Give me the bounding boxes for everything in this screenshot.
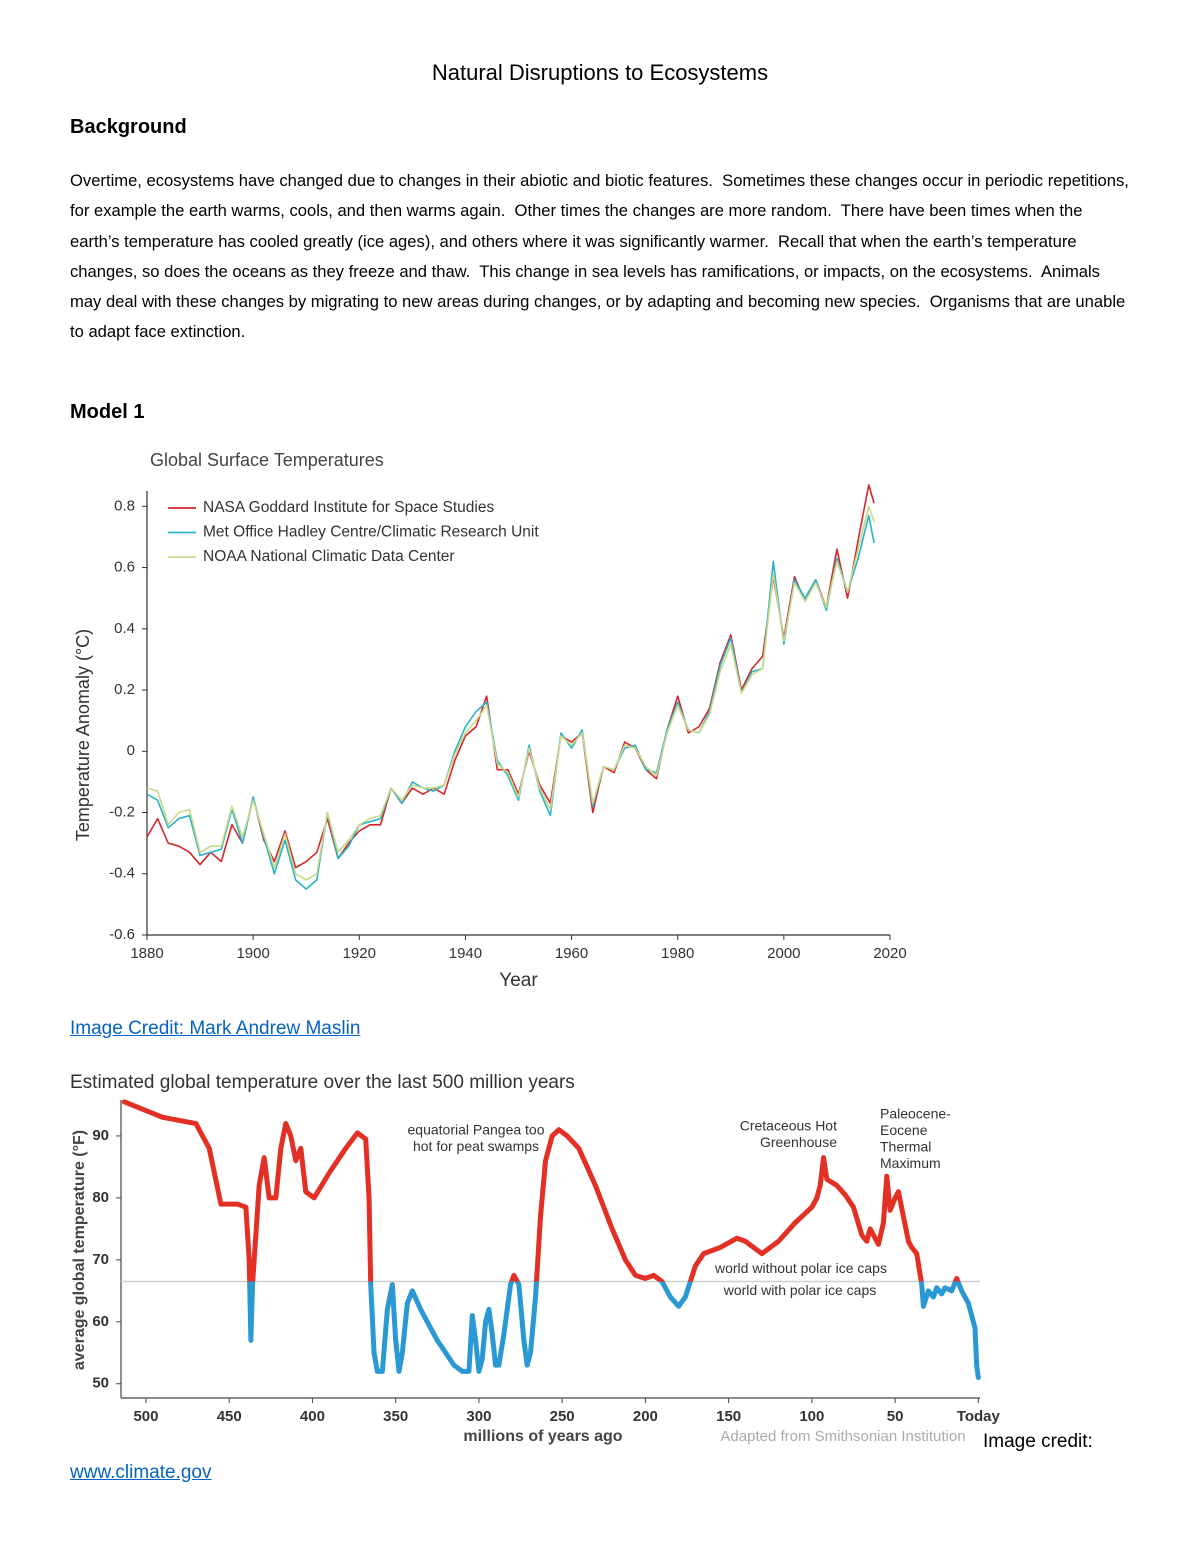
x-tick-label: 1880: [130, 945, 163, 962]
annotation: Cretaceous Hot: [740, 1118, 837, 1134]
legend-label: NASA Goddard Institute for Space Studies: [203, 499, 494, 516]
data-line: [146, 514, 875, 890]
paragraph: Overtime, ecosystems have changed due to…: [70, 171, 1134, 342]
annotation: Greenhouse: [760, 1134, 837, 1150]
x-tick-label: 400: [300, 1408, 325, 1425]
y-tick-label: 0: [127, 742, 135, 759]
section-heading: Background: [70, 116, 187, 138]
annotation: Maximum: [880, 1155, 941, 1171]
annotation: equatorial Pangea too: [408, 1122, 545, 1138]
y-tick-label: -0.2: [109, 803, 135, 820]
x-tick-label: 1940: [449, 945, 482, 962]
x-tick-label: 1980: [661, 945, 694, 962]
y-axis-label: average global temperature (°F): [71, 1130, 88, 1370]
x-tick-label: 200: [633, 1408, 658, 1425]
annotation: Paleocene-: [880, 1106, 951, 1122]
y-tick-label: -0.6: [109, 926, 135, 943]
chart-title: Global Surface Temperatures: [150, 450, 384, 470]
x-tick-label: 150: [716, 1408, 741, 1425]
x-tick-label: 1900: [236, 945, 269, 962]
y-tick-label: 0.2: [114, 681, 135, 698]
x-tick-label: 300: [466, 1408, 491, 1425]
document-title: Natural Disruptions to Ecosystems: [431, 60, 769, 85]
source-note: Adapted from Smithsonian Institution: [720, 1428, 965, 1445]
y-tick-label: -0.4: [109, 865, 135, 882]
x-tick-label: 250: [550, 1408, 575, 1425]
y-tick-label: 90: [92, 1127, 109, 1144]
x-tick-label: 1920: [343, 945, 376, 962]
x-tick-label: 350: [383, 1408, 408, 1425]
data-line: [121, 1099, 981, 1381]
y-tick-label: 70: [92, 1251, 109, 1268]
chart: 50 60 70 80 90 500 450 400 350 300 250 200 150 100 50 T…: [70, 1072, 1001, 1445]
y-tick-label: 0.8: [114, 497, 135, 514]
x-tick-label: 500: [133, 1408, 158, 1425]
threshold-label: world with polar ice caps: [723, 1282, 877, 1298]
x-axis-label: Year: [499, 970, 538, 991]
data-line: [146, 505, 875, 881]
x-tick-label: 50: [887, 1408, 904, 1425]
y-tick-label: 0.6: [114, 559, 135, 576]
section-heading: Model 1: [70, 401, 145, 423]
chart-title: Estimated global temperature over the la…: [70, 1072, 575, 1093]
y-tick-label: 0.4: [114, 620, 135, 637]
x-tick-label: 1960: [555, 945, 588, 962]
annotation: Thermal: [880, 1139, 931, 1155]
legend-label: Met Office Hadley Centre/Climatic Resear…: [203, 524, 539, 541]
x-tick-label: 450: [217, 1408, 242, 1425]
threshold-label: world without polar ice caps: [714, 1260, 887, 1276]
y-tick-label: 80: [92, 1189, 109, 1206]
x-tick-label: 2000: [767, 945, 800, 962]
y-tick-label: 60: [92, 1313, 109, 1330]
legend-label: NOAA National Climatic Data Center: [203, 548, 455, 565]
chart: -0.6 -0.4 -0.2 0 0.2 0.4 0.6 0.8 1880 1900 1920 194…: [73, 450, 907, 991]
y-tick-label: 50: [92, 1375, 109, 1392]
annotation: Eocene: [880, 1122, 928, 1138]
y-axis-label: Temperature Anomaly (°C): [73, 629, 93, 841]
credit-link[interactable]: www.climate.gov: [70, 1462, 212, 1483]
x-tick-label: 2020: [873, 945, 906, 962]
annotation: hot for peat swamps: [413, 1138, 539, 1154]
credit-link[interactable]: Image Credit: Mark Andrew Maslin: [70, 1018, 361, 1039]
x-axis-label: millions of years ago: [463, 1428, 622, 1445]
x-tick-label: Today: [957, 1408, 1001, 1425]
x-tick-label: 100: [799, 1408, 824, 1425]
credit-label: Image credit:: [983, 1431, 1093, 1452]
